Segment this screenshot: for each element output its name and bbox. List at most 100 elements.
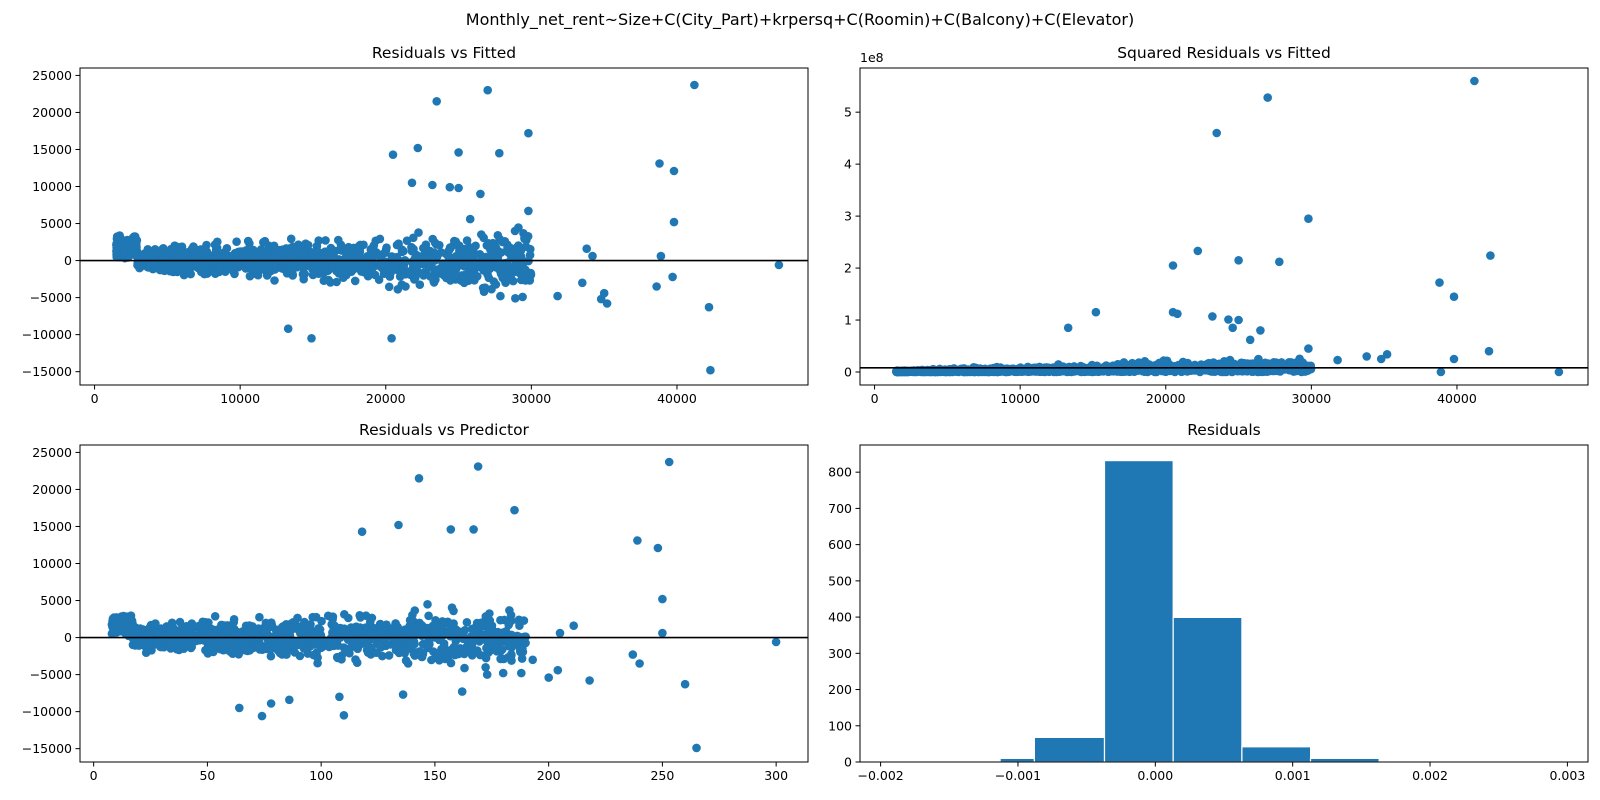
scatter-point [309, 650, 318, 660]
scatter-point [1208, 312, 1217, 321]
scatter-point [1449, 292, 1459, 302]
histogram-bar [999, 757, 1035, 762]
x-tick-label: 0.002 [1412, 768, 1448, 783]
scatter-point [118, 243, 128, 253]
histogram-bar [1033, 736, 1106, 762]
scatter-point [503, 243, 512, 253]
scatter-point [449, 240, 459, 250]
scatter-point [503, 635, 513, 644]
figure-suptitle: Monthly_net_rent~Size+C(City_Part)+krper… [465, 10, 1135, 29]
plot-area [866, 460, 1518, 762]
scatter-point [669, 217, 679, 227]
scatter-point [224, 637, 234, 647]
scatter-point [379, 269, 389, 279]
scatter-point [141, 648, 151, 657]
chart-title: Squared Residuals vs Fitted [1117, 44, 1331, 62]
y-tick-label: 0 [64, 253, 72, 268]
scatter-point [209, 647, 218, 657]
scatter-point [465, 214, 475, 224]
scatter-point [192, 632, 201, 641]
scatter-point [229, 618, 238, 627]
scatter-point [569, 621, 578, 630]
scatter-point [1217, 364, 1227, 374]
scatter-point [690, 80, 699, 90]
y-tick-label: 3 [844, 209, 852, 224]
scatter-point [553, 291, 562, 301]
x-tick-label: 100 [309, 768, 333, 783]
scatter-point [1063, 323, 1073, 333]
scatter-point [1449, 354, 1459, 364]
scatter-point [339, 711, 349, 720]
scatter-point [401, 656, 411, 665]
x-tick-label: 0 [90, 768, 98, 783]
scatter-point [544, 673, 553, 682]
scatter-point [430, 248, 439, 257]
scatter-point [413, 648, 422, 657]
scatter-point [349, 641, 358, 650]
scatter-point [198, 617, 207, 627]
scatter-point [497, 270, 507, 280]
scatter-point [483, 85, 493, 95]
scatter-point [270, 641, 280, 651]
scatter-point [184, 258, 194, 267]
scatter-point [518, 292, 527, 302]
scatter-point [588, 251, 597, 261]
histogram-bar [1241, 746, 1312, 762]
scatter-point [285, 695, 294, 705]
scatter-point [290, 624, 300, 633]
scatter-point [1119, 366, 1129, 376]
scatter-point [337, 655, 346, 664]
scatter-point [504, 641, 514, 651]
x-tick-label: 10000 [1000, 391, 1040, 406]
scatter-point [669, 166, 679, 176]
scatter-point [425, 263, 434, 272]
scatter-point [438, 617, 447, 626]
scatter-point [303, 240, 313, 250]
y-tick-label: 20000 [32, 105, 72, 120]
x-tick-label: 0.000 [1137, 768, 1173, 783]
scatter-point [524, 128, 533, 138]
scatter-point [771, 637, 781, 647]
scatter-point [432, 97, 442, 106]
scatter-point [169, 640, 179, 650]
scatter-point [1091, 307, 1101, 317]
scatter-point [628, 650, 638, 659]
scatter-point [485, 616, 495, 625]
scatter-point [283, 324, 293, 334]
scatter-point [656, 251, 666, 261]
scatter-point [341, 645, 350, 655]
scatter-point [460, 262, 469, 271]
scatter-point [181, 248, 190, 258]
scatter-point [242, 644, 251, 653]
scatter-point [495, 148, 504, 158]
scatter-point [424, 611, 433, 621]
scatter-point [445, 182, 455, 192]
scatter-point [392, 240, 402, 250]
scatter-point [259, 238, 268, 247]
scatter-point [222, 244, 232, 253]
scatter-point [384, 651, 394, 660]
scatter-point [402, 236, 412, 245]
scatter-point [431, 240, 441, 249]
y-tick-label: −15000 [22, 741, 72, 756]
scatter-point [175, 617, 185, 627]
scatter-point [415, 280, 425, 290]
scatter-point [348, 257, 358, 267]
scatter-point [692, 743, 701, 753]
scatter-point [1119, 358, 1129, 367]
scatter-point [394, 520, 403, 530]
axes-frame [79, 444, 809, 763]
scatter-point [467, 641, 477, 650]
scatter-point [267, 622, 276, 632]
scatter-point [1234, 255, 1243, 265]
scatter-point [704, 302, 714, 312]
x-tick-label: 0 [871, 391, 879, 406]
scatter-point [1484, 346, 1494, 356]
x-tick-label: 40000 [1437, 391, 1477, 406]
scatter-point [324, 275, 333, 285]
scatter-point [430, 627, 439, 637]
scatter-point [599, 288, 609, 298]
scatter-point [930, 367, 940, 377]
scatter-point [179, 626, 189, 635]
